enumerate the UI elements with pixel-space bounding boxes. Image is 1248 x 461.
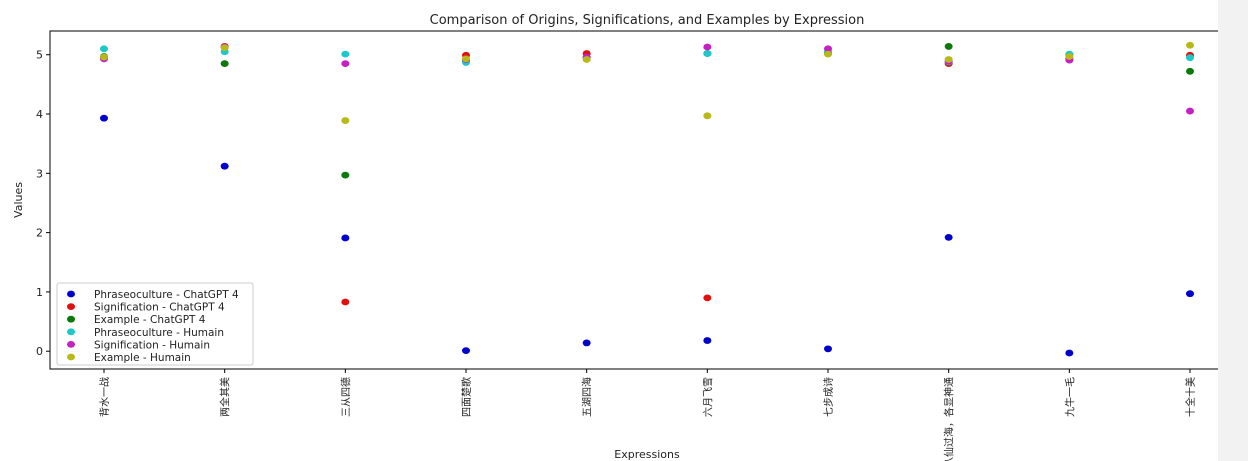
data-point (703, 112, 712, 120)
legend-marker (67, 303, 75, 310)
data-point (341, 60, 350, 68)
data-point (703, 337, 712, 344)
legend-label: Signification - ChatGPT 4 (94, 302, 225, 314)
data-point (341, 117, 350, 124)
data-point (100, 114, 108, 122)
legend: Phraseoculture - ChatGPT 4Signification … (56, 282, 254, 366)
legend-label: Example - ChatGPT 4 (94, 314, 206, 326)
x-axis-label: Expressions (614, 448, 680, 461)
data-point (220, 162, 229, 170)
data-point (341, 50, 350, 58)
legend-label: Phraseoculture - Humain (94, 327, 224, 339)
y-tick-label: 3 (36, 167, 43, 180)
data-points (100, 41, 1194, 357)
y-tick-label: 4 (36, 108, 43, 121)
x-axis: 背水一战 两全其美 三从四德 四面楚歌 五湖四海 六月飞雪 七步成诗 八仙过海，各显神通 九牛一… (98, 369, 1197, 461)
data-point (1186, 54, 1194, 62)
legend-marker (67, 341, 75, 348)
window-edge-strip (1218, 0, 1248, 461)
data-point (1186, 107, 1194, 115)
data-point (824, 345, 832, 353)
y-tick-label: 5 (36, 49, 43, 62)
data-point (100, 45, 108, 53)
x-tick-label: 两全其美 (219, 377, 232, 417)
data-point (944, 56, 953, 63)
legend-label: Signification - Humain (94, 339, 210, 351)
legend-marker (67, 328, 75, 336)
data-point (703, 50, 712, 57)
y-tick-label: 2 (36, 227, 43, 240)
legend-label: Example - Humain (94, 352, 191, 364)
data-point (462, 55, 470, 63)
legend-box (56, 282, 254, 366)
x-tick-label: 十全十美 (1184, 377, 1197, 417)
y-tick-label: 0 (36, 345, 43, 358)
legend-marker (67, 290, 75, 298)
data-point (582, 56, 591, 63)
x-tick-label: 九牛一毛 (1063, 377, 1076, 417)
chart-title: Comparison of Origins, Significations, a… (430, 13, 865, 28)
x-tick-label: 七步成诗 (822, 377, 835, 417)
y-tick-label: 1 (36, 286, 43, 299)
x-tick-label: 五湖四海 (581, 377, 594, 417)
data-point (341, 298, 350, 306)
x-tick-label: 八仙过海，各显神通 (943, 377, 956, 461)
data-point (824, 45, 832, 53)
x-tick-label: 三从四德 (339, 377, 352, 417)
y-axis-label: Values (12, 182, 25, 218)
data-point (1186, 67, 1194, 75)
data-point (1065, 349, 1074, 357)
data-point (944, 233, 953, 241)
data-point (824, 50, 832, 58)
data-point (944, 43, 953, 50)
data-point (462, 347, 470, 355)
legend-marker (67, 315, 75, 323)
y-axis: 0 1 2 3 4 5 (36, 49, 50, 358)
data-point (703, 294, 712, 302)
x-tick-label: 四面楚歌 (460, 377, 473, 417)
x-tick-label: 背水一战 (98, 377, 111, 417)
data-point (341, 171, 350, 179)
data-point (100, 53, 108, 61)
data-point (220, 60, 229, 68)
data-point (1065, 53, 1074, 60)
x-tick-label: 六月飞雪 (702, 377, 714, 417)
legend-label: Phraseoculture - ChatGPT 4 (94, 289, 239, 301)
data-point (1186, 41, 1194, 49)
data-point (1186, 290, 1194, 298)
data-point (703, 43, 712, 51)
legend-marker (67, 353, 75, 361)
data-point (582, 339, 591, 347)
data-point (220, 44, 229, 52)
data-point (341, 234, 350, 242)
